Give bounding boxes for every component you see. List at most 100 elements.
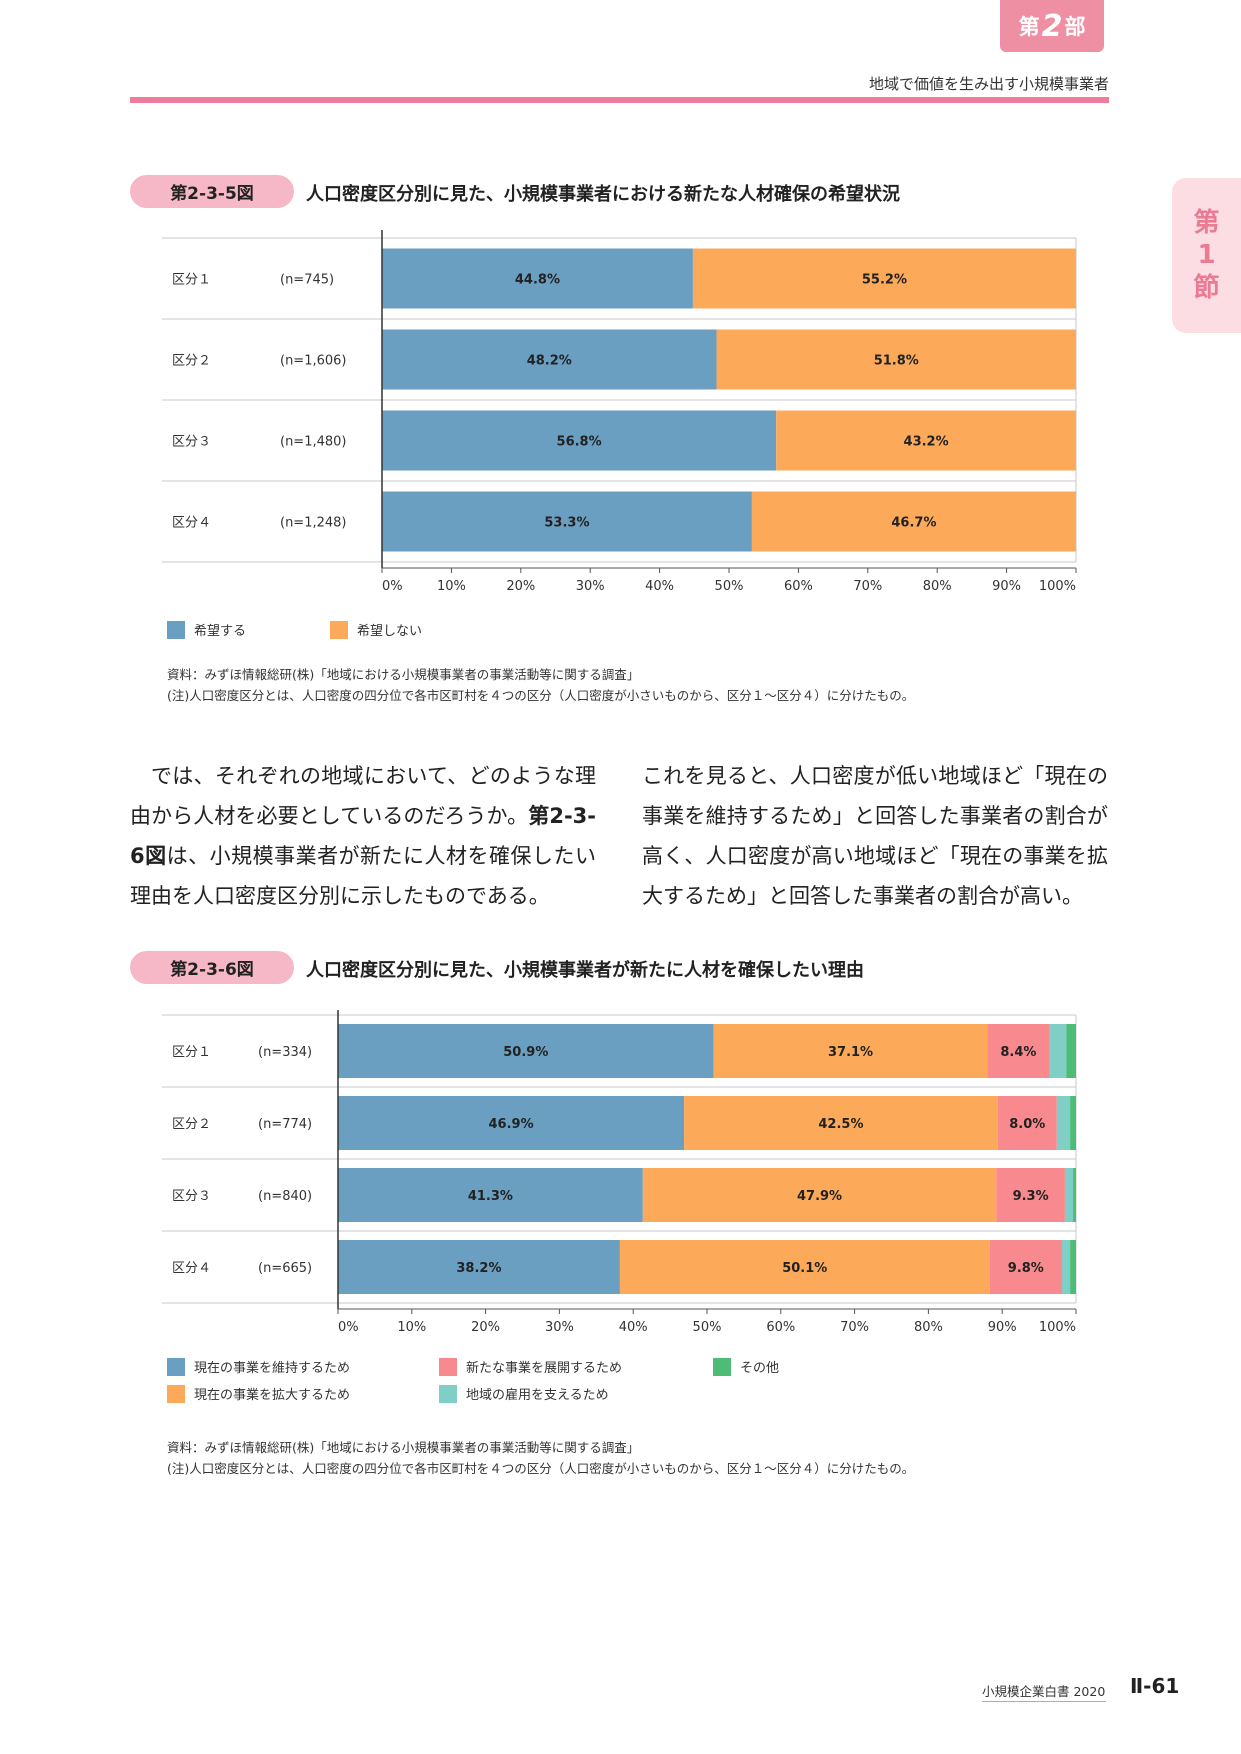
bar-segment — [382, 491, 752, 552]
data-label: 37.1% — [828, 1045, 873, 1060]
legend-swatch — [330, 620, 348, 639]
section-tab-prefix: 第 — [1193, 207, 1220, 238]
legend-item: 現在の事業を維持するため — [167, 1357, 350, 1376]
bar-segment — [989, 1240, 1062, 1294]
x-tick-label: 90% — [988, 1320, 1017, 1335]
legend-label: 現在の事業を維持するため — [194, 1361, 351, 1376]
data-label: 46.9% — [489, 1117, 534, 1132]
body-left-part-2: は、小規模事業者が新たに人材を確保したい理由を人口密度区分別に示したものである。 — [130, 844, 596, 908]
x-tick-label: 40% — [619, 1320, 648, 1335]
data-label: 8.4% — [1000, 1045, 1036, 1060]
data-label: 9.8% — [1008, 1261, 1044, 1276]
legend-item: 現在の事業を拡大するため — [167, 1384, 350, 1403]
legend-label: 現在の事業を拡大するため — [194, 1388, 351, 1403]
page-number: Ⅱ-61 — [1130, 1674, 1180, 1698]
x-tick-label: 20% — [471, 1320, 500, 1335]
data-label: 44.8% — [515, 273, 560, 288]
x-tick-label: 10% — [397, 1320, 426, 1335]
data-label: 50.1% — [782, 1261, 827, 1276]
legend-item: 希望する — [167, 620, 246, 639]
category-label: 区分４ — [172, 516, 211, 531]
bar-segment — [382, 248, 693, 309]
bar-segment — [382, 329, 717, 390]
data-label: 48.2% — [527, 354, 572, 369]
body-text-right: これを見ると、人口密度が低い地域ほど「現在の事業を維持するため」と回答した事業者… — [642, 764, 1108, 908]
data-label: 56.8% — [557, 435, 602, 450]
x-tick-label: 60% — [784, 579, 813, 590]
bar-segment — [338, 1240, 620, 1294]
n-label: (n=1,248) — [280, 516, 347, 531]
x-tick-label: 50% — [693, 1320, 722, 1335]
bar-segment — [1056, 1096, 1071, 1150]
x-tick-label: 100% — [1039, 579, 1076, 590]
bar-segment — [382, 410, 777, 471]
legend-item: 地域の雇用を支えるため — [439, 1384, 609, 1403]
x-tick-label: 40% — [645, 579, 674, 590]
x-tick-label: 70% — [853, 579, 882, 590]
figure-2-chart-svg: 区分１ (n=334) 50.9% 37.1% 8.4% 区分２ (n=774) 46.9% 4… — [162, 1007, 1077, 1335]
x-tick-label: 90% — [992, 579, 1021, 590]
bar-segment — [619, 1240, 990, 1294]
category-label: 区分３ — [172, 435, 211, 450]
n-label: (n=745) — [280, 273, 334, 288]
category-label: 区分２ — [172, 354, 211, 369]
part-tab: 第 2 部 — [1000, 0, 1104, 52]
data-label: 51.8% — [874, 354, 919, 369]
bar-segment — [338, 1096, 685, 1150]
figure-2-note: (注)人口密度区分とは、人口密度の四分位で各市区町村を４つの区分（人口密度が小さ… — [167, 1461, 915, 1476]
bar-segment — [1061, 1240, 1071, 1294]
bar-segment — [713, 1024, 988, 1078]
bar-segment — [338, 1024, 714, 1078]
n-label: (n=840) — [258, 1189, 312, 1204]
data-label: 50.9% — [503, 1045, 548, 1060]
legend-swatch — [167, 1357, 185, 1376]
category-label: 区分３ — [172, 1189, 211, 1204]
data-label: 8.0% — [1009, 1117, 1045, 1132]
legend-swatch — [439, 1357, 457, 1376]
data-label: 38.2% — [456, 1261, 501, 1276]
section-tab-suffix: 節 — [1193, 272, 1220, 303]
header-rule — [130, 97, 1109, 103]
bar-segment — [1049, 1024, 1067, 1078]
x-tick-label: 0% — [382, 579, 403, 590]
data-label: 55.2% — [862, 273, 907, 288]
chapter-subtitle: 地域で価値を生み出す小規模事業者 — [868, 75, 1109, 93]
n-label: (n=1,606) — [280, 354, 347, 369]
data-label: 47.9% — [797, 1189, 842, 1204]
bar-segment — [716, 329, 1076, 390]
figure-1-title: 人口密度区分別に見た、小規模事業者における新たな人材確保の希望状況 — [306, 184, 900, 205]
data-label: 42.5% — [818, 1117, 863, 1132]
category-label: 区分２ — [172, 1117, 211, 1132]
legend-label: 地域の雇用を支えるため — [466, 1388, 609, 1403]
section-tab: 第 1 節 — [1172, 178, 1241, 333]
x-tick-label: 30% — [545, 1320, 574, 1335]
bar-segment — [1070, 1240, 1076, 1294]
bar-segment — [996, 1168, 1065, 1222]
footer-book-title: 小規模企業白書 2020 — [982, 1684, 1106, 1699]
legend-item: その他 — [713, 1357, 779, 1376]
x-tick-label: 80% — [914, 1320, 943, 1335]
body-left-figure-ref: 第2-3-6図 — [130, 804, 596, 868]
x-tick-label: 70% — [840, 1320, 869, 1335]
category-label: 区分４ — [172, 1261, 211, 1276]
section-tab-number: 1 — [1197, 240, 1216, 271]
part-suffix: 部 — [1064, 15, 1086, 39]
figure-1-tab: 第2-3-5図 — [130, 175, 294, 208]
x-tick-label: 100% — [1039, 1320, 1076, 1335]
legend-label: 新たな事業を展開するため — [466, 1361, 623, 1376]
footer-rule — [982, 1701, 1106, 1702]
bar-segment — [751, 491, 1076, 552]
legend-swatch — [713, 1357, 731, 1376]
bar-segment — [684, 1096, 998, 1150]
x-tick-label: 10% — [437, 579, 466, 590]
x-tick-label: 0% — [338, 1320, 359, 1335]
figure-1-chart: 区分１ (n=745) 44.8% 55.2% 区分２ (n=1,606) 48.2% 51.… — [160, 230, 1090, 594]
bar-segment — [1073, 1168, 1076, 1222]
data-label: 41.3% — [468, 1189, 513, 1204]
category-label: 区分１ — [172, 1045, 211, 1060]
x-tick-label: 30% — [576, 579, 605, 590]
bar-segment — [692, 248, 1076, 309]
figure-1-chart-svg: 区分１ (n=745) 44.8% 55.2% 区分２ (n=1,606) 48.2% 51.… — [162, 230, 1077, 594]
x-tick-label: 80% — [923, 579, 952, 590]
bar-segment — [1070, 1096, 1076, 1150]
